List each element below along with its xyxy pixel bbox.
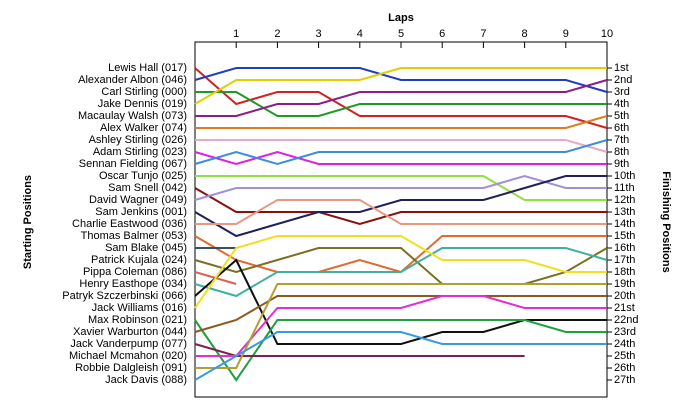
series-label: Charlie Eastwood (036): [72, 218, 187, 230]
x-tick-label: 4: [357, 28, 363, 40]
x-tick-label: 9: [563, 28, 569, 40]
lap-line: [194, 67, 607, 105]
y2-tick-label: 6th: [614, 122, 629, 134]
y2-tick-label: 26th: [614, 362, 635, 374]
x-tick-label: 2: [274, 28, 280, 40]
y2-tick-label: 13th: [614, 206, 635, 218]
series-label: Sam Snell (042): [108, 182, 187, 194]
y2-tick-label: 20th: [614, 290, 635, 302]
y2-tick-label: 15th: [614, 230, 635, 242]
lap-line: [195, 295, 607, 357]
lap-line: [194, 295, 607, 333]
series-label: Xavier Warburton (044): [73, 326, 187, 338]
y-axis-title: Starting Positions: [22, 175, 34, 269]
y2-tick-label: 24th: [614, 338, 635, 350]
y2-tick-label: 27th: [614, 374, 635, 386]
plot-frame: [194, 41, 608, 398]
lap-line: [194, 235, 607, 309]
y2-tick-label: 3rd: [614, 86, 630, 98]
series-label: Alex Walker (074): [100, 122, 187, 134]
series-label: Jack Williams (016): [92, 302, 187, 314]
chart-title: Laps: [388, 12, 414, 24]
series-label: Alexander Albon (046): [78, 74, 187, 86]
series-label: Robbie Dalgleish (091): [75, 362, 187, 374]
series-label: Patryk Szczerbinski (066): [62, 290, 187, 302]
y2-tick-label: 12th: [614, 194, 635, 206]
series-label: Jack Vanderpump (077): [70, 338, 187, 350]
series-label: Carl Stirling (000): [101, 86, 187, 98]
y2-tick-label: 10th: [614, 170, 635, 182]
lap-line: [194, 258, 607, 345]
series-label: Thomas Balmer (053): [81, 230, 187, 242]
series-label: Max Robinson (021): [88, 314, 187, 326]
series-label: Sam Jenkins (001): [95, 206, 187, 218]
y2-axis-title: Finishing Positions: [660, 171, 672, 272]
lap-line: [194, 343, 525, 357]
lap-line: [194, 174, 607, 201]
y2-tick-label: 14th: [614, 218, 635, 230]
x-tick-label: 3: [316, 28, 322, 40]
series-label: Sennan Fielding (067): [79, 158, 187, 170]
x-tick-label: 8: [522, 28, 528, 40]
y2-tick-label: 19th: [614, 278, 635, 290]
lap-line: [195, 199, 607, 225]
series-label: Macaulay Walsh (073): [78, 110, 187, 122]
y2-tick-label: 17th: [614, 254, 635, 266]
x-tick-label: 1: [233, 28, 239, 40]
y2-tick-label: 16th: [614, 242, 635, 254]
lap-line: [195, 283, 607, 369]
series-label: Michael Mcmahon (020): [69, 350, 187, 362]
x-tick-label: 6: [439, 28, 445, 40]
lap-line: [194, 175, 607, 238]
lap-line: [194, 331, 607, 381]
y2-tick-label: 21st: [614, 302, 635, 314]
y2-tick-label: 18th: [614, 266, 635, 278]
series-label: Sam Blake (045): [105, 242, 187, 254]
y2-tick-label: 25th: [614, 350, 635, 362]
series-label: Jack Davis (088): [105, 374, 187, 386]
series-label: Jake Dennis (019): [98, 98, 187, 110]
series-label: Henry Easthope (034): [79, 278, 187, 290]
x-tick-label: 7: [480, 28, 486, 40]
series-label: Adam Stirling (023): [93, 146, 187, 158]
lap-line: [194, 247, 608, 285]
y2-tick-label: 4th: [614, 98, 629, 110]
lap-line: [195, 139, 608, 153]
lap-line: [194, 150, 607, 166]
y2-tick-label: 8th: [614, 146, 629, 158]
x-tick-label: 10: [601, 28, 613, 40]
y2-tick-label: 9th: [614, 158, 629, 170]
lap-line: [195, 175, 607, 201]
lap-line: [194, 247, 608, 298]
y2-tick-label: 2nd: [614, 74, 632, 86]
y2-tick-label: 11th: [614, 182, 635, 194]
series-label: David Wagner (049): [89, 194, 187, 206]
series-label: Ashley Stirling (026): [89, 134, 187, 146]
lap-line: [195, 115, 608, 129]
y2-tick-label: 22nd: [614, 314, 638, 326]
lap-line: [194, 187, 607, 226]
x-tick-label: 5: [398, 28, 404, 40]
series-label: Oscar Tunjo (025): [99, 170, 187, 182]
series-label: Lewis Hall (017): [108, 62, 187, 74]
series-label: Patrick Kujala (024): [91, 254, 187, 266]
y2-tick-label: 5th: [614, 110, 629, 122]
lap-line: [194, 67, 608, 93]
y2-tick-label: 1st: [614, 62, 629, 74]
lap-line: [194, 67, 608, 129]
lap-line: [194, 139, 608, 166]
series-label: Pippa Coleman (086): [83, 266, 187, 278]
y2-tick-label: 23rd: [614, 326, 636, 338]
y2-tick-label: 7th: [614, 134, 629, 146]
lap-line: [195, 79, 608, 117]
